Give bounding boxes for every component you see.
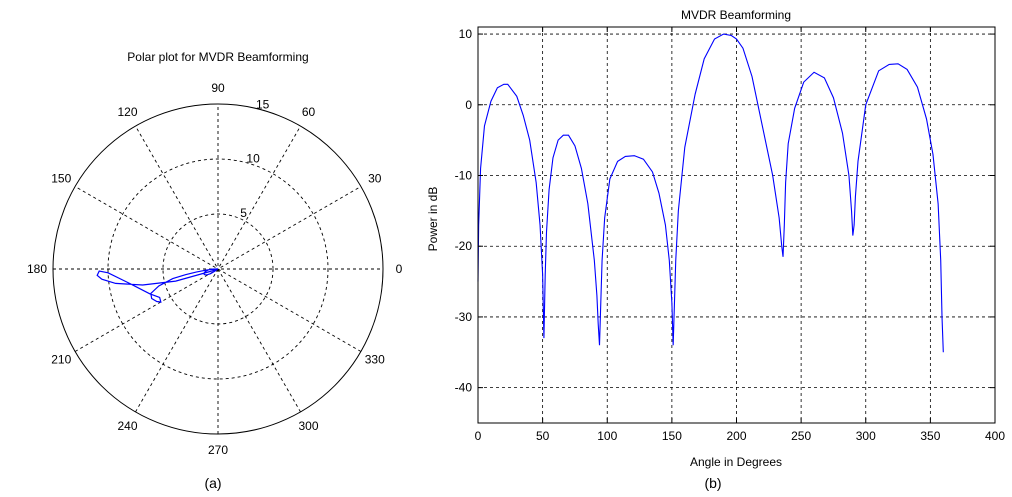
line-grid	[478, 27, 995, 423]
polar-chart: Polar plot for MVDR Beamforming 0 30 60 90 1…	[27, 50, 403, 457]
polar-grid-circle	[107, 158, 329, 380]
y-tick-label: -40	[455, 381, 473, 395]
polar-angle-label: 300	[298, 419, 318, 433]
polar-angle-label: 60	[302, 105, 316, 119]
x-tick-label: 400	[985, 429, 1005, 443]
polar-series-line	[96, 268, 219, 303]
polar-angle-label: 150	[51, 172, 71, 186]
polar-angle-label: 120	[117, 105, 137, 119]
x-tick-label: 350	[920, 429, 940, 443]
polar-angle-label: 210	[51, 353, 71, 367]
x-tick-label: 50	[536, 429, 550, 443]
caption-a: (a)	[204, 475, 221, 491]
x-tick-label: 300	[856, 429, 876, 443]
polar-radial-label: 10	[246, 152, 260, 166]
y-tick-label: -20	[455, 239, 473, 253]
polar-angle-label: 90	[211, 81, 225, 95]
x-tick-label: 150	[662, 429, 682, 443]
polar-labels: 0 30 60 90 120 150 180 210 240 270 300 330 5 10 15	[27, 81, 403, 457]
polar-title: Polar plot for MVDR Beamforming	[127, 50, 308, 64]
line-chart: MVDR Beamforming 0 50 100 150 200 250 300 350 40…	[426, 8, 1005, 469]
line-title: MVDR Beamforming	[681, 8, 791, 22]
y-tick-label: -10	[455, 169, 473, 183]
polar-series-group	[96, 268, 219, 303]
polar-radial-label: 5	[240, 206, 247, 220]
polar-radial-label: 15	[256, 98, 270, 112]
polar-angle-label: 180	[27, 262, 47, 276]
polar-angle-label: 270	[208, 443, 228, 457]
x-tick-label: 0	[475, 429, 482, 443]
x-axis-label: Angle in Degrees	[690, 455, 782, 469]
y-tick-label: 0	[465, 98, 472, 112]
polar-angle-label: 30	[368, 172, 382, 186]
y-tick-label: 10	[459, 27, 473, 41]
line-series-group	[477, 33, 944, 353]
x-tick-label: 100	[597, 429, 617, 443]
polar-angle-label: 0	[396, 262, 403, 276]
y-tick-label: -30	[455, 310, 473, 324]
caption-b: (b)	[704, 475, 721, 491]
polar-angle-label: 330	[365, 353, 385, 367]
line-series-path	[477, 33, 944, 353]
polar-angle-label: 240	[117, 419, 137, 433]
line-ticks: 0 50 100 150 200 250 300 350 400 -40 -30 -20 -10 0 10	[455, 26, 1005, 443]
x-tick-label: 250	[791, 429, 811, 443]
x-tick-label: 200	[726, 429, 746, 443]
y-axis-label: Power in dB	[426, 187, 440, 252]
